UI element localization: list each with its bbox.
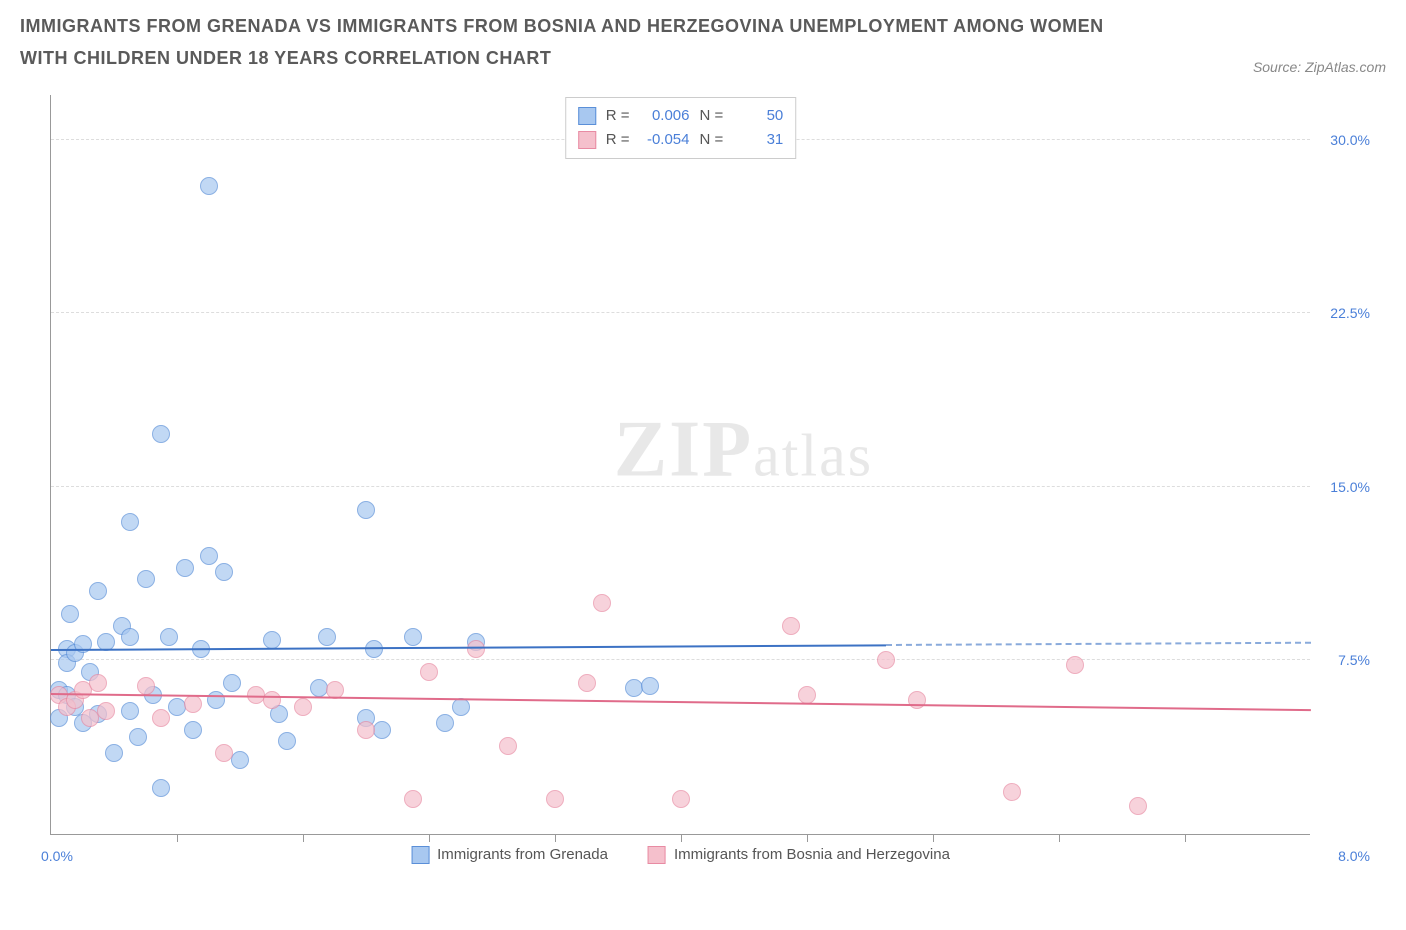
data-point [1003, 783, 1021, 801]
data-point [89, 674, 107, 692]
chart-title: IMMIGRANTS FROM GRENADA VS IMMIGRANTS FR… [20, 10, 1120, 75]
x-tick [681, 834, 682, 842]
y-tick-label: 22.5% [1330, 305, 1370, 321]
legend-correlation: R = 0.006 N = 50 R = -0.054 N = 31 [565, 97, 797, 159]
data-point [357, 501, 375, 519]
legend-series: Immigrants from Grenada Immigrants from … [411, 846, 950, 864]
data-point [89, 582, 107, 600]
data-point [294, 698, 312, 716]
data-point [97, 702, 115, 720]
x-tick [807, 834, 808, 842]
data-point [105, 744, 123, 762]
data-point [129, 728, 147, 746]
data-point [215, 563, 233, 581]
x-tick [1185, 834, 1186, 842]
data-point [152, 779, 170, 797]
data-point [420, 663, 438, 681]
swatch-bosnia-bottom [648, 846, 666, 864]
data-point [121, 513, 139, 531]
data-point [137, 570, 155, 588]
data-point [499, 737, 517, 755]
y-tick-label: 15.0% [1330, 479, 1370, 495]
data-point [152, 425, 170, 443]
trend-line [51, 693, 1311, 711]
data-point [404, 790, 422, 808]
data-point [357, 721, 375, 739]
data-point [207, 691, 225, 709]
grid-line [51, 312, 1310, 313]
data-point [215, 744, 233, 762]
data-point [231, 751, 249, 769]
data-point [578, 674, 596, 692]
data-point [152, 709, 170, 727]
data-point [436, 714, 454, 732]
data-point [223, 674, 241, 692]
grid-line [51, 486, 1310, 487]
data-point [184, 695, 202, 713]
data-point [200, 547, 218, 565]
data-point [121, 628, 139, 646]
data-point [184, 721, 202, 739]
data-point [1129, 797, 1147, 815]
y-tick-label: 30.0% [1330, 132, 1370, 148]
data-point [200, 177, 218, 195]
trend-line-extrapolated [886, 642, 1311, 646]
data-point [137, 677, 155, 695]
legend-item-bosnia: Immigrants from Bosnia and Herzegovina [648, 846, 950, 864]
data-point [641, 677, 659, 695]
data-point [798, 686, 816, 704]
plot-area: ZIPatlas R = 0.006 N = 50 R = -0.054 N =… [50, 95, 1310, 835]
x-tick [1059, 834, 1060, 842]
x-axis-min-label: 0.0% [41, 848, 73, 864]
y-tick-label: 7.5% [1338, 652, 1370, 668]
x-axis-max-label: 8.0% [1338, 848, 1370, 864]
x-tick [177, 834, 178, 842]
data-point [877, 651, 895, 669]
legend-item-grenada: Immigrants from Grenada [411, 846, 608, 864]
data-point [467, 640, 485, 658]
data-point [263, 691, 281, 709]
data-point [318, 628, 336, 646]
chart-container: Unemployment Among Women with Children U… [50, 95, 1386, 835]
data-point [263, 631, 281, 649]
x-tick [933, 834, 934, 842]
data-point [278, 732, 296, 750]
source-citation: Source: ZipAtlas.com [1253, 59, 1386, 75]
data-point [593, 594, 611, 612]
data-point [546, 790, 564, 808]
swatch-grenada [578, 107, 596, 125]
data-point [1066, 656, 1084, 674]
data-point [782, 617, 800, 635]
chart-header: IMMIGRANTS FROM GRENADA VS IMMIGRANTS FR… [0, 0, 1406, 95]
swatch-grenada-bottom [411, 846, 429, 864]
data-point [672, 790, 690, 808]
legend-row-bosnia: R = -0.054 N = 31 [578, 128, 784, 152]
data-point [160, 628, 178, 646]
data-point [121, 702, 139, 720]
grid-line [51, 659, 1310, 660]
x-tick [429, 834, 430, 842]
x-tick [555, 834, 556, 842]
data-point [176, 559, 194, 577]
data-point [404, 628, 422, 646]
legend-row-grenada: R = 0.006 N = 50 [578, 104, 784, 128]
watermark: ZIPatlas [614, 404, 873, 495]
data-point [373, 721, 391, 739]
x-tick [303, 834, 304, 842]
data-point [61, 605, 79, 623]
swatch-bosnia [578, 131, 596, 149]
